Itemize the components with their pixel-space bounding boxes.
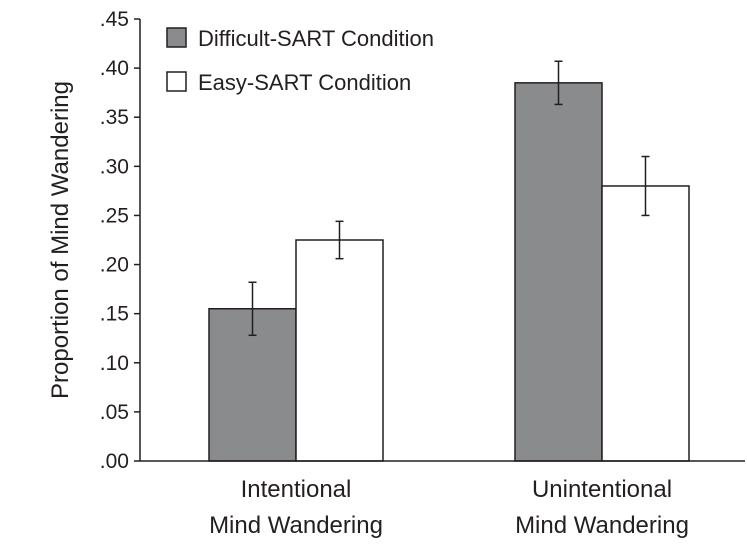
y-tick-label: .25 [100, 204, 129, 227]
y-tick-label: .30 [100, 155, 129, 178]
x-category-label: Mind Wandering [515, 512, 689, 539]
x-axis: Intentional Mind Wandering Unintentional Mi… [140, 460, 745, 539]
legend-label: Easy-SART Condition [198, 70, 411, 95]
x-category-label: Intentional [241, 476, 352, 503]
legend-swatch [166, 27, 187, 48]
x-category-label: Unintentional [532, 476, 672, 503]
legend: Difficult-SART Condition Easy-SART Condit… [166, 26, 434, 95]
bar-easy-1 [601, 185, 690, 462]
y-tick-label: .10 [100, 352, 129, 375]
legend-label: Difficult-SART Condition [198, 26, 434, 51]
y-tick-label: .20 [100, 254, 129, 277]
bars [208, 60, 690, 462]
y-tick-label: .40 [100, 57, 129, 80]
y-tick-label: .15 [100, 303, 129, 326]
y-tick-label: .05 [100, 401, 129, 424]
y-tick-label: .45 [100, 8, 129, 31]
legend-swatch [166, 71, 187, 92]
bar-difficult-1 [514, 82, 603, 462]
x-category-label: Mind Wandering [209, 512, 383, 539]
y-tick-label: .35 [100, 106, 129, 129]
y-axis-title: Proportion of Mind Wandering [47, 81, 74, 399]
y-tick-label: .00 [100, 450, 129, 473]
y-axis: .00 .05 .10 .15 .20 .25 .30 .35 .40 .45 [100, 8, 141, 473]
bar-easy-0 [295, 239, 384, 462]
